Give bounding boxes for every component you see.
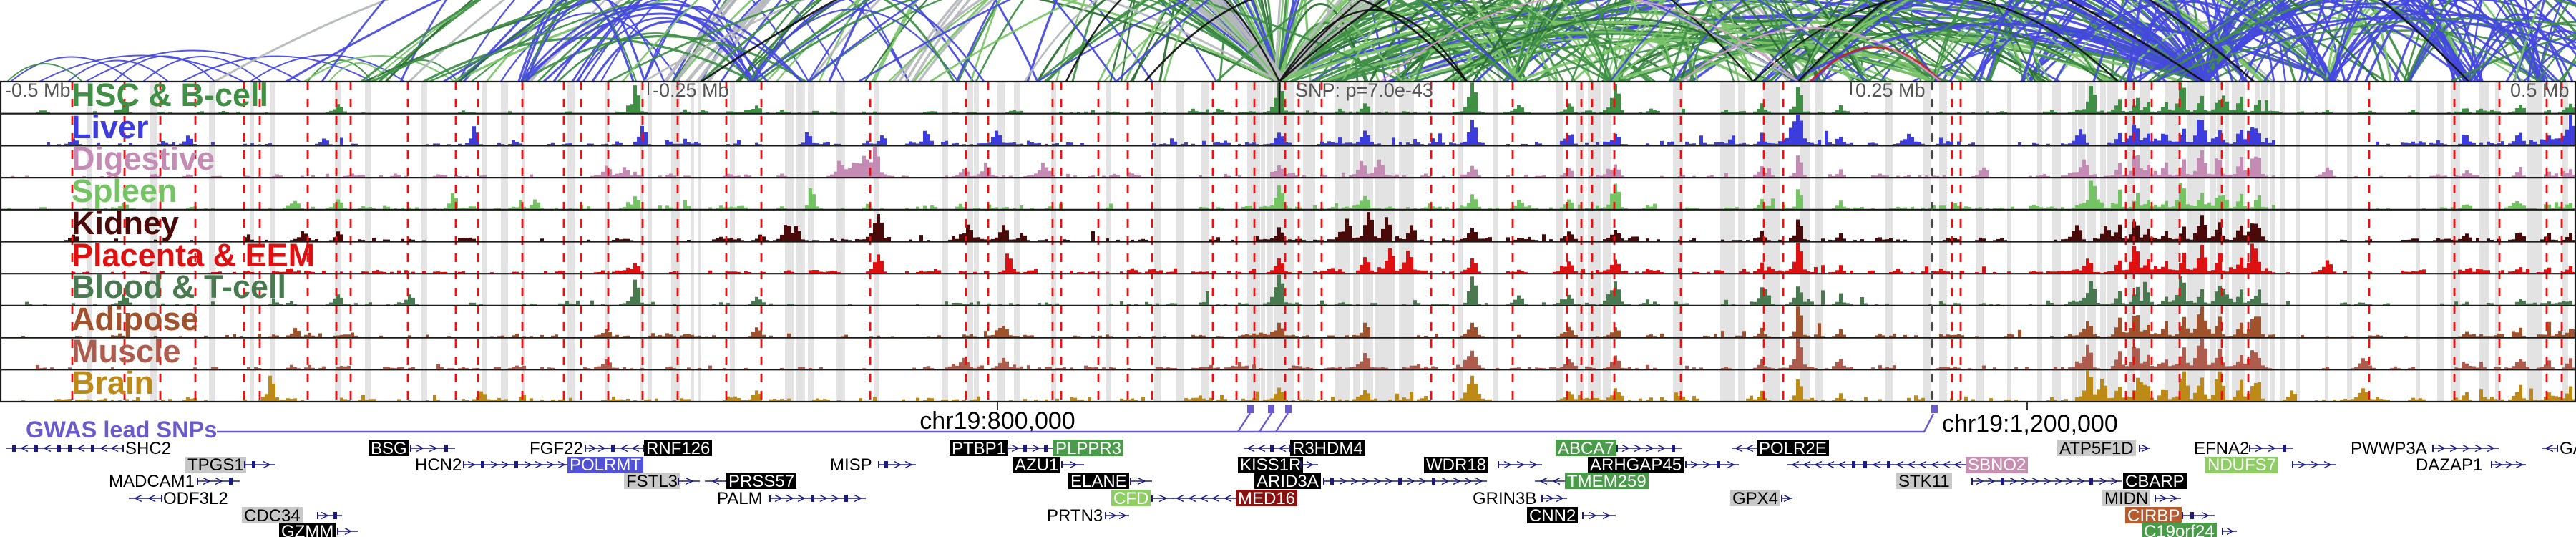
svg-text:MISP: MISP (830, 455, 872, 475)
svg-text:CBARP: CBARP (2125, 472, 2185, 491)
svg-text:HSC & B-cell: HSC & B-cell (72, 77, 268, 113)
svg-text:AZU1: AZU1 (1015, 455, 1058, 475)
svg-text:FGF22: FGF22 (530, 439, 583, 458)
svg-text:0.25 Mb: 0.25 Mb (1855, 79, 1926, 101)
svg-text:ELANE: ELANE (1070, 472, 1127, 491)
svg-text:CNN2: CNN2 (1529, 506, 1576, 526)
svg-text:PTBP1: PTBP1 (952, 439, 1006, 458)
svg-text:BSG: BSG (371, 439, 407, 458)
svg-text:MADCAM1: MADCAM1 (109, 472, 195, 491)
svg-text:Spleen: Spleen (72, 173, 177, 209)
svg-text:GRIN3B: GRIN3B (1473, 489, 1536, 508)
svg-text:GZMM: GZMM (281, 522, 333, 537)
svg-text:PRTN3: PRTN3 (1047, 506, 1103, 526)
svg-text:GWAS lead SNPs: GWAS lead SNPs (26, 417, 217, 442)
svg-text:HCN2: HCN2 (415, 455, 462, 475)
svg-text:-0.25 Mb: -0.25 Mb (653, 79, 729, 101)
svg-text:PWWP3A: PWWP3A (2351, 439, 2427, 458)
svg-text:-0.5 Mb: -0.5 Mb (5, 79, 71, 101)
svg-text:EFNA2: EFNA2 (2194, 439, 2249, 458)
svg-text:RNF126: RNF126 (646, 439, 710, 458)
svg-text:Placenta & EEM: Placenta & EEM (72, 237, 315, 274)
svg-text:ARHGAP45: ARHGAP45 (1590, 455, 1682, 475)
svg-text:Adipose: Adipose (72, 301, 199, 337)
svg-text:GPX4: GPX4 (1732, 489, 1778, 508)
svg-text:CIRBP: CIRBP (2127, 506, 2180, 526)
svg-text:PALM: PALM (717, 489, 763, 508)
svg-text:KISS1R: KISS1R (1240, 455, 1301, 475)
svg-text:PLPPR3: PLPPR3 (1055, 439, 1121, 458)
svg-text:DAZAP1: DAZAP1 (2416, 455, 2482, 475)
svg-text:MIDN: MIDN (2104, 489, 2148, 508)
svg-text:CFD: CFD (1113, 489, 1148, 508)
svg-text:Kidney: Kidney (72, 205, 179, 241)
svg-text:TPGS1: TPGS1 (187, 455, 244, 475)
svg-text:STK11: STK11 (1898, 472, 1950, 491)
svg-text:Muscle: Muscle (72, 333, 181, 369)
svg-text:ABCA7: ABCA7 (1558, 439, 1614, 458)
svg-text:ATP5F1D: ATP5F1D (2059, 439, 2134, 458)
svg-text:GAMT: GAMT (2560, 439, 2576, 458)
svg-text:R3HDM4: R3HDM4 (1292, 439, 1363, 458)
svg-text:ODF3L2: ODF3L2 (163, 489, 228, 508)
svg-text:CDC34: CDC34 (244, 506, 301, 526)
svg-text:POLRMT: POLRMT (570, 455, 641, 475)
svg-text:MED16: MED16 (1238, 489, 1295, 508)
svg-text:Liver: Liver (72, 109, 149, 145)
svg-text:POLR2E: POLR2E (1759, 439, 1827, 458)
svg-text:C19orf24: C19orf24 (2144, 522, 2215, 537)
svg-text:SNP: p=7.0e-43: SNP: p=7.0e-43 (1295, 79, 1433, 101)
svg-text:PRSS57: PRSS57 (728, 472, 794, 491)
svg-text:Brain: Brain (72, 364, 154, 401)
svg-text:Blood & T-cell: Blood & T-cell (72, 268, 286, 305)
svg-text:TMEM259: TMEM259 (1567, 472, 1646, 491)
svg-text:chr19:800,000: chr19:800,000 (919, 407, 1075, 435)
svg-text:FSTL3: FSTL3 (626, 472, 678, 491)
svg-text:NDUFS7: NDUFS7 (2207, 455, 2276, 475)
svg-text:chr19:1,200,000: chr19:1,200,000 (1942, 410, 2118, 437)
svg-text:Digestive: Digestive (72, 140, 215, 177)
svg-text:SBNO2: SBNO2 (1968, 455, 2026, 475)
svg-text:SHC2: SHC2 (125, 439, 171, 458)
svg-text:WDR18: WDR18 (1426, 455, 1486, 475)
svg-text:0.5 Mb: 0.5 Mb (2510, 79, 2570, 101)
svg-text:ARID3A: ARID3A (1257, 472, 1319, 491)
